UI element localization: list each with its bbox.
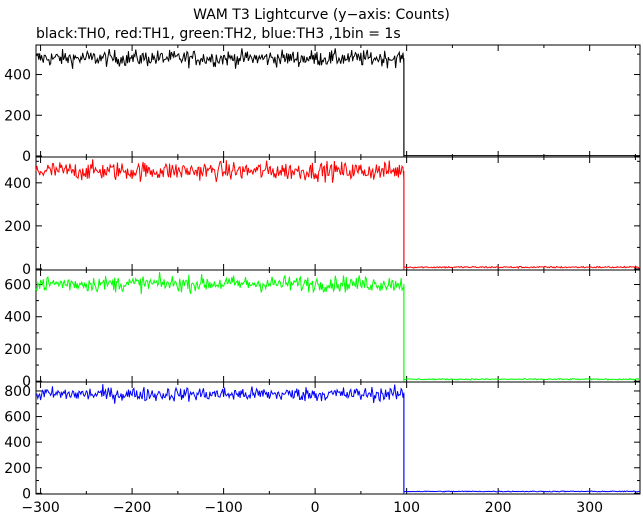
y-tick-label: 800	[4, 384, 31, 400]
y-tick-label: 200	[4, 108, 31, 124]
series-line-TH0	[35, 48, 640, 157]
y-tick-label: 600	[4, 278, 31, 294]
y-tick-label: 600	[4, 410, 31, 426]
y-tick-label: 0	[22, 486, 31, 502]
y-tick-label: 400	[4, 310, 31, 326]
x-tick-label: −200	[113, 500, 151, 515]
y-tick-label: 400	[4, 68, 31, 84]
x-tick-label: −100	[204, 500, 242, 515]
panel-frame-3	[35, 381, 641, 495]
y-tick-label: 400	[4, 176, 31, 192]
panel-frame-2	[35, 269, 641, 383]
y-tick-label: 0	[22, 374, 31, 390]
y-tick-label: 0	[22, 149, 31, 165]
series-line-TH3	[35, 384, 641, 493]
series-line-TH2	[35, 272, 641, 381]
chart-title: WAM T3 Lightcurve (y−axis: Counts)	[193, 7, 450, 23]
x-tick-label: 100	[393, 500, 420, 515]
series-line-TH1	[35, 159, 641, 269]
x-tick-label: 200	[485, 500, 512, 515]
y-tick-label: 200	[4, 219, 31, 235]
y-tick-label: 0	[22, 262, 31, 278]
y-tick-label: 400	[4, 435, 31, 451]
x-tick-label: 0	[311, 500, 320, 515]
chart-subtitle: black:TH0, red:TH1, green:TH2, blue:TH3 …	[36, 26, 401, 42]
y-tick-label: 200	[4, 342, 31, 358]
y-tick-label: 200	[4, 461, 31, 477]
x-tick-label: 300	[576, 500, 603, 515]
x-tick-label: −300	[21, 500, 59, 515]
